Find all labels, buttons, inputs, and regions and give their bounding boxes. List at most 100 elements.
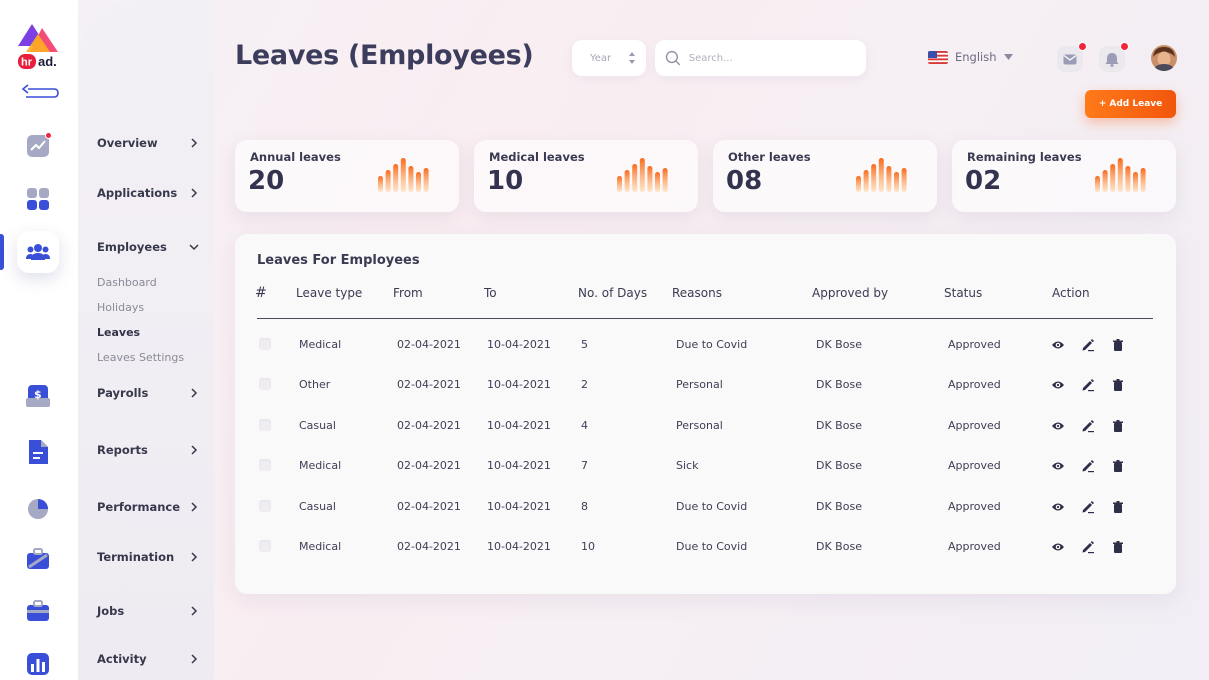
- edit-pencil-icon[interactable]: [1081, 459, 1095, 473]
- sidebar-item-applications[interactable]: Applications: [97, 182, 199, 204]
- col-header-reasons: Reasons: [672, 286, 722, 300]
- notification-dot: [1120, 42, 1129, 51]
- us-flag-icon: [928, 50, 948, 64]
- collapse-arrow-icon[interactable]: [20, 84, 60, 102]
- delete-trash-icon[interactable]: [1111, 378, 1125, 392]
- mini-bar: [632, 164, 638, 192]
- delete-trash-icon[interactable]: [1111, 500, 1125, 514]
- avatar[interactable]: [1151, 45, 1177, 71]
- row-checkbox[interactable]: [259, 459, 271, 472]
- sidebar-item-label: Termination: [97, 550, 175, 564]
- stat-value: 20: [248, 166, 285, 196]
- row-checkbox[interactable]: [259, 499, 271, 512]
- cell-reason: Due to Covid: [676, 499, 748, 513]
- sidebar-item-label: Performance: [97, 500, 181, 514]
- view-eye-icon[interactable]: [1051, 378, 1065, 392]
- col-header-to: To: [484, 286, 497, 300]
- edit-pencil-icon[interactable]: [1081, 378, 1095, 392]
- secondary-sidebar: Overview Applications Employees Dashboar…: [78, 0, 214, 680]
- mini-bar: [856, 176, 861, 192]
- mini-bar: [639, 158, 645, 192]
- cell-to: 10-04-2021: [487, 540, 551, 553]
- edit-pencil-icon[interactable]: [1081, 338, 1095, 352]
- notifications-button[interactable]: [1099, 42, 1129, 72]
- cell-to: 10-04-2021: [487, 378, 551, 392]
- row-checkbox[interactable]: [259, 378, 271, 391]
- cell-status: Approved: [948, 338, 1001, 351]
- view-eye-icon[interactable]: [1051, 419, 1065, 433]
- chevron-down-icon: [189, 244, 199, 251]
- rail-payrolls[interactable]: $: [17, 375, 59, 417]
- cell-status: Approved: [948, 418, 1001, 432]
- stat-value: 10: [487, 166, 524, 196]
- mini-bars-icon: [617, 158, 668, 192]
- sidebar-item-performance[interactable]: Performance: [97, 496, 199, 518]
- rail-performance[interactable]: [17, 487, 59, 529]
- subnav-leaves-settings[interactable]: Leaves Settings: [97, 351, 185, 364]
- notification-dot: [1078, 42, 1087, 51]
- subnav-dashboard[interactable]: Dashboard: [97, 276, 157, 289]
- delete-trash-icon[interactable]: [1111, 459, 1125, 473]
- sidebar-item-label: Jobs: [97, 604, 125, 618]
- edit-pencil-icon[interactable]: [1081, 540, 1095, 554]
- rail-overview[interactable]: [17, 125, 59, 167]
- chevron-right-icon: [191, 388, 198, 398]
- rail-jobs[interactable]: [17, 590, 59, 632]
- stat-card-annual: Annual leaves 20: [235, 140, 459, 212]
- row-checkbox[interactable]: [259, 338, 271, 350]
- rail-termination[interactable]: [17, 538, 59, 580]
- table-row: Other 02-04-2021 10-04-2021 2 Personal D…: [257, 370, 1153, 400]
- view-eye-icon[interactable]: [1051, 459, 1065, 473]
- view-eye-icon[interactable]: [1051, 540, 1065, 554]
- sidebar-item-termination[interactable]: Termination: [97, 546, 199, 568]
- edit-pencil-icon[interactable]: [1081, 500, 1095, 514]
- language-selector[interactable]: English: [928, 50, 1013, 64]
- rail-reports[interactable]: [17, 431, 59, 473]
- sidebar-item-overview[interactable]: Overview: [97, 132, 199, 154]
- cell-leave-type: Casual: [299, 418, 336, 432]
- user-avatar-icon: [1151, 45, 1177, 71]
- view-eye-icon[interactable]: [1051, 338, 1065, 352]
- sidebar-item-employees[interactable]: Employees: [97, 236, 199, 258]
- sidebar-item-payrolls[interactable]: Payrolls: [97, 382, 199, 404]
- mini-bar: [871, 164, 877, 192]
- sidebar-item-jobs[interactable]: Jobs: [97, 600, 199, 622]
- search-input[interactable]: [688, 52, 856, 64]
- cell-approved-by: DK Bose: [816, 378, 862, 392]
- mini-bar: [408, 166, 414, 192]
- cell-leave-type: Medical: [299, 459, 342, 473]
- apps-grid-icon: [27, 188, 49, 210]
- cell-days: 7: [581, 459, 588, 473]
- cell-status: Approved: [948, 499, 1001, 513]
- sidebar-item-activity[interactable]: Activity: [97, 648, 199, 670]
- delete-trash-icon[interactable]: [1111, 419, 1125, 433]
- payroll-dollar-icon: $: [26, 385, 50, 407]
- col-header-action: Action: [1052, 286, 1090, 300]
- cell-to: 10-04-2021: [487, 459, 551, 473]
- messages-button[interactable]: [1057, 42, 1087, 72]
- cell-from: 02-04-2021: [397, 499, 461, 513]
- delete-trash-icon[interactable]: [1111, 338, 1125, 352]
- rail-activity[interactable]: [17, 643, 59, 680]
- subnav-leaves[interactable]: Leaves: [97, 326, 141, 339]
- cell-days: 10: [581, 540, 595, 553]
- year-select[interactable]: Year: [572, 40, 646, 76]
- cell-to: 10-04-2021: [487, 338, 551, 351]
- rail-employees[interactable]: [17, 231, 59, 273]
- hrad-logo[interactable]: hr ad.: [16, 22, 62, 72]
- mini-bar: [647, 166, 653, 192]
- row-checkbox[interactable]: [259, 540, 271, 552]
- rail-applications[interactable]: [17, 178, 59, 220]
- row-checkbox[interactable]: [259, 418, 271, 431]
- subnav-holidays[interactable]: Holidays: [97, 301, 145, 314]
- view-eye-icon[interactable]: [1051, 500, 1065, 514]
- stat-card-medical: Medical leaves 10: [474, 140, 698, 212]
- delete-trash-icon[interactable]: [1111, 540, 1125, 554]
- mini-bar: [1117, 158, 1123, 192]
- sidebar-item-reports[interactable]: Reports: [97, 439, 199, 461]
- edit-pencil-icon[interactable]: [1081, 419, 1095, 433]
- mini-bars-icon: [1095, 158, 1146, 192]
- cell-approved-by: DK Bose: [816, 418, 862, 432]
- svg-text:ad.: ad.: [38, 54, 57, 69]
- add-leave-button[interactable]: + Add Leave: [1085, 90, 1176, 118]
